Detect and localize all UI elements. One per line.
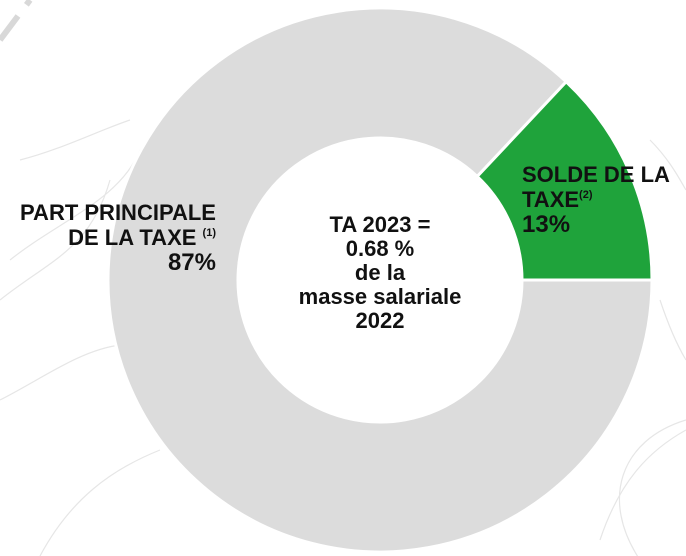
center-text-line: de la	[354, 260, 406, 285]
value-label: 13%	[522, 211, 571, 238]
category-label: PART PRINCIPALE DE LA TAXE	[20, 200, 216, 250]
slice-label: PART PRINCIPALE DE LA TAXE (1) 87%	[18, 200, 216, 275]
center-text-line: 0.68 %	[345, 236, 415, 261]
donut-slice	[106, 6, 654, 554]
slice-label: SOLDE DE LA TAXE(2) 13%	[522, 162, 672, 237]
footnote-marker: (2)	[579, 189, 593, 201]
center-text: TA 2023 = 0.68 % de la masse salariale 2022	[250, 213, 510, 333]
donut-slice	[475, 79, 654, 282]
value-label: 87%	[167, 249, 216, 276]
footnote-marker: (1)	[202, 227, 216, 239]
center-text-line: 2022	[355, 308, 405, 333]
category-label: SOLDE DE LA TAXE	[522, 162, 670, 212]
center-text-line: masse salariale	[298, 284, 462, 309]
center-text-line: TA 2023 =	[329, 212, 431, 237]
